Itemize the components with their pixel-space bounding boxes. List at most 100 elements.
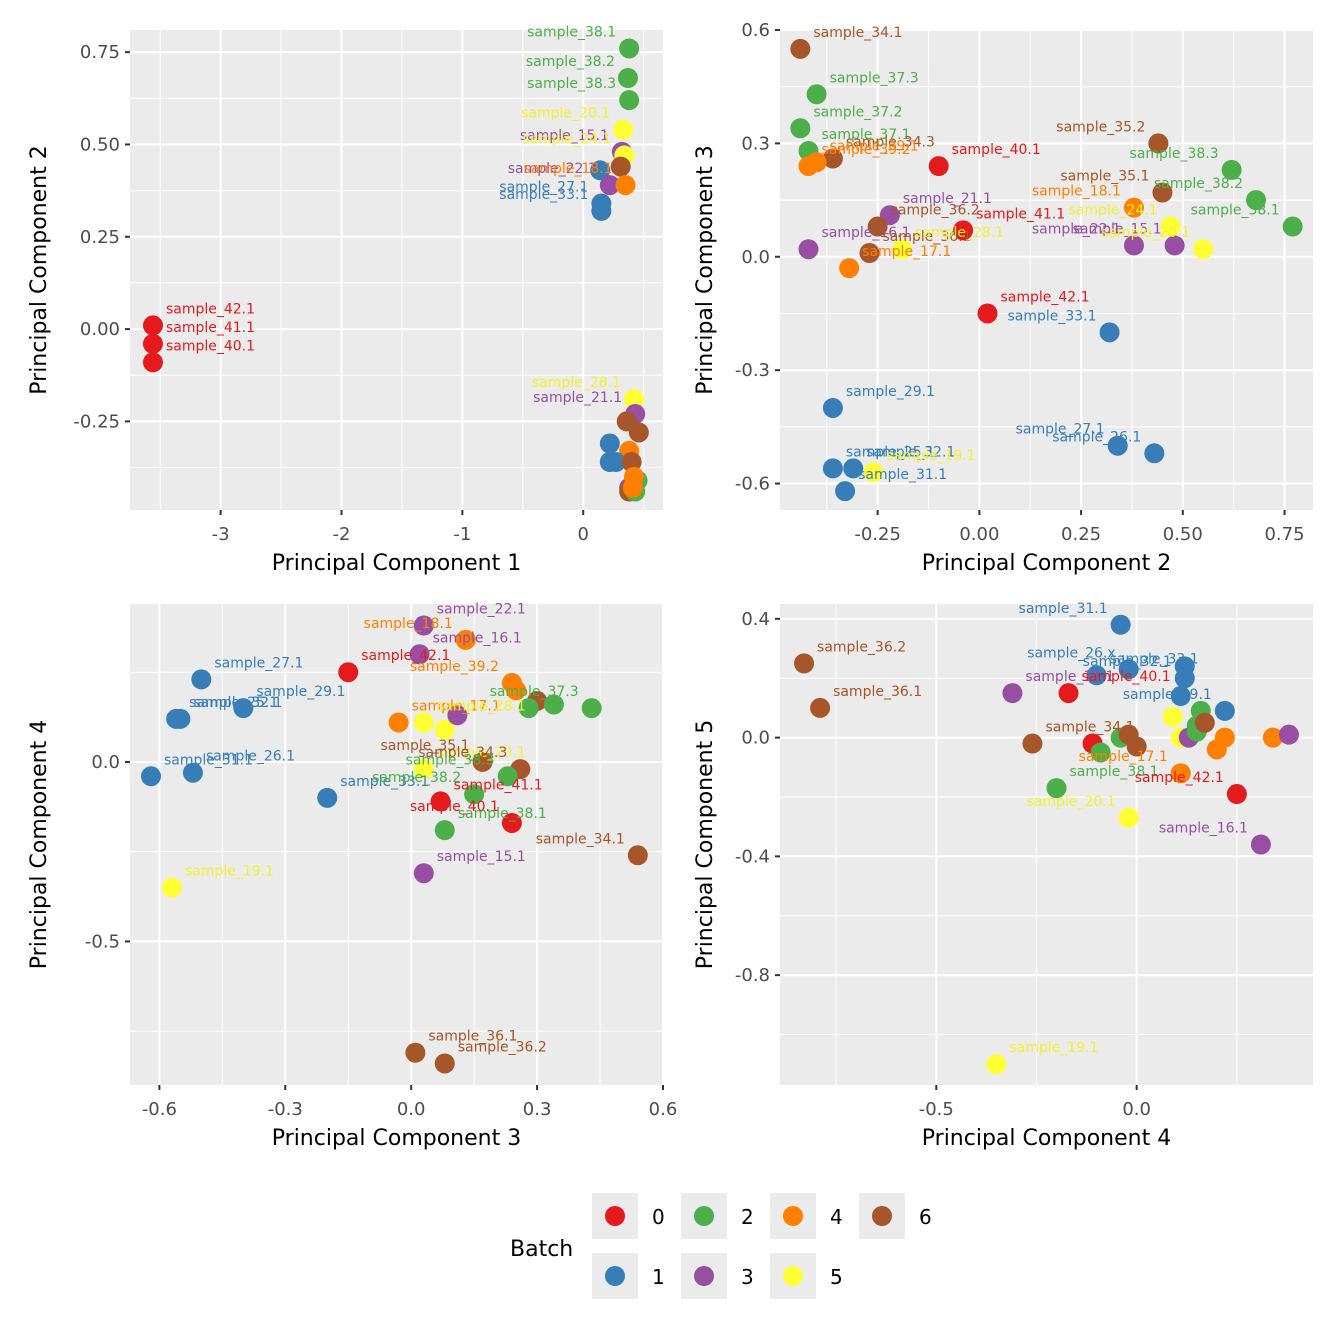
point-label: sample_20.1 — [437, 745, 526, 761]
point-label: sample_37.1 — [821, 127, 910, 143]
x-tick-label: -0.5 — [919, 1099, 954, 1120]
point-label: sample_25.1 — [189, 695, 278, 711]
point-label: sample_38.3 — [1130, 146, 1219, 162]
data-point — [599, 175, 620, 196]
x-tick-label: -0.25 — [854, 524, 901, 545]
data-point — [1250, 834, 1271, 855]
point-label: sample_35.2 — [1056, 119, 1145, 135]
data-point — [1126, 736, 1147, 757]
point-label: sample_39.1 — [830, 138, 919, 154]
data-point — [806, 84, 827, 105]
data-point — [413, 615, 434, 636]
point-label: sample_18.1 — [364, 616, 453, 632]
x-tick-label: 0.6 — [649, 1099, 678, 1120]
point-label: sample_42.1 — [1001, 289, 1090, 305]
point-label: sample_41.1 — [976, 206, 1065, 222]
point-label: sample_29.1 — [1123, 687, 1212, 703]
point-label: sample_32.1 — [866, 444, 955, 460]
data-point — [798, 156, 819, 177]
x-tick-label: 0.50 — [1163, 524, 1203, 545]
y-tick-label: 0.50 — [80, 134, 120, 155]
point-label: sample_36.1 — [428, 1029, 517, 1045]
data-point — [1002, 683, 1023, 704]
point-label: sample_40.1 — [410, 799, 499, 815]
point-label: sample_20.1 — [1027, 794, 1116, 810]
point-label: sample_26.x — [1027, 645, 1115, 661]
data-point — [447, 705, 468, 726]
y-tick-label: -0.8 — [735, 965, 770, 986]
data-point — [191, 669, 212, 690]
point-label: sample_34.1 — [1045, 720, 1134, 736]
data-point — [1107, 435, 1128, 456]
point-label: sample_35.1 — [380, 738, 469, 754]
data-point — [506, 680, 527, 701]
x-axis-title: Principal Component 4 — [922, 1126, 1171, 1151]
data-point — [1090, 742, 1111, 763]
data-point — [1194, 712, 1215, 733]
data-point — [1278, 724, 1299, 745]
point-label: sample_39.2 — [821, 142, 910, 158]
point-label: sample_19.1 — [185, 864, 274, 880]
point-label: sample_21.1 — [533, 390, 622, 406]
point-label: sample_16.1 — [821, 225, 910, 241]
data-point — [388, 712, 409, 733]
y-tick-label: -0.5 — [85, 931, 120, 952]
data-point — [1123, 235, 1144, 256]
legend-title: Batch — [510, 1237, 573, 1262]
point-label: sample_31.1 — [164, 752, 253, 768]
data-point — [628, 422, 649, 443]
point-label: sample_15.1 — [437, 849, 526, 865]
point-label: sample_38.3 — [406, 752, 495, 768]
data-point — [413, 712, 434, 733]
y-tick-label: -0.25 — [73, 411, 120, 432]
y-tick-label: -0.6 — [735, 474, 770, 495]
data-point — [822, 397, 843, 418]
data-point — [161, 877, 182, 898]
data-point — [1214, 700, 1235, 721]
data-point — [790, 118, 811, 139]
data-point — [518, 698, 539, 719]
legend-item-2: 2 — [681, 1193, 754, 1239]
data-point — [1086, 665, 1107, 686]
plot-background — [130, 30, 663, 510]
point-label: sample_28.1 — [915, 225, 1004, 241]
data-point — [233, 698, 254, 719]
point-label: sample_42.1 — [361, 648, 450, 664]
data-point — [1118, 807, 1139, 828]
point-label: sample_28.1 — [437, 698, 526, 714]
y-tick-label: 0.25 — [80, 227, 120, 248]
x-tick-label: 0.3 — [523, 1099, 552, 1120]
data-point — [409, 644, 430, 665]
x-axis-title: Principal Component 3 — [272, 1126, 521, 1151]
point-label: sample_42.1 — [1135, 770, 1224, 786]
point-label: sample_29.1 — [256, 684, 345, 700]
data-point — [1099, 322, 1120, 343]
y-axis-title: Principal Component 4 — [27, 720, 52, 969]
legend-label: 6 — [919, 1205, 932, 1229]
x-tick-label: -1 — [453, 524, 471, 545]
data-point — [619, 90, 640, 111]
data-point — [413, 759, 434, 780]
data-point — [619, 38, 640, 59]
x-tick-label: -3 — [212, 524, 230, 545]
plot-background — [780, 604, 1313, 1085]
point-label: sample_19.1 — [887, 448, 976, 464]
point-label: sample_35.1 — [1060, 169, 1149, 185]
point-label: sample_34.1 — [536, 831, 625, 847]
data-point — [810, 697, 831, 718]
point-label: sample_31.1 — [1019, 601, 1108, 617]
data-point — [790, 38, 811, 59]
point-label: sample_25.1 — [846, 444, 935, 460]
point-label: sample_18.1 — [523, 161, 612, 177]
point-label: sample_24.1 — [522, 132, 611, 148]
legend-item-0: 0 — [592, 1193, 665, 1239]
legend-item-3: 3 — [681, 1253, 754, 1299]
data-point — [338, 662, 359, 683]
plot-background — [780, 30, 1313, 510]
point-label: sample_20.1 — [521, 106, 610, 122]
legend-label: 0 — [652, 1205, 665, 1229]
legend-swatch — [605, 1266, 625, 1286]
data-point — [434, 820, 455, 841]
y-tick-label: 0.0 — [741, 247, 770, 268]
